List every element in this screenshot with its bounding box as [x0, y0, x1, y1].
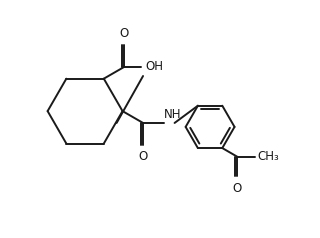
Text: CH₃: CH₃ [257, 150, 279, 163]
Text: NH: NH [164, 108, 182, 121]
Text: O: O [139, 150, 148, 163]
Text: OH: OH [145, 60, 163, 73]
Text: O: O [233, 182, 242, 195]
Text: O: O [120, 27, 129, 40]
